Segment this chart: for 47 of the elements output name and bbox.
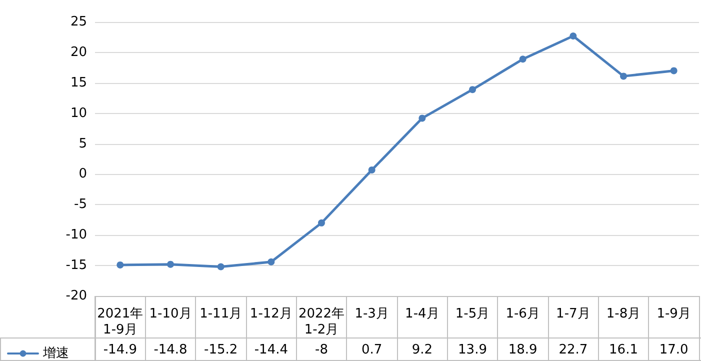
x-tick-label: 1-8月 xyxy=(606,306,641,322)
data-label: 22.7 xyxy=(558,342,588,358)
point xyxy=(318,219,325,226)
data-label: 0.7 xyxy=(361,342,382,358)
y-tick-label: 20 xyxy=(70,44,87,60)
data-label: 18.9 xyxy=(508,342,538,358)
data-label: -14.9 xyxy=(103,342,137,358)
point xyxy=(217,263,224,270)
point xyxy=(418,114,426,122)
legend-label: 增速 xyxy=(42,346,69,361)
x-tick-label: 1-12月 xyxy=(250,306,292,322)
x-tick-label: 2022年 1-2月 xyxy=(298,306,345,338)
x-tick-label: 1-9月 xyxy=(656,306,691,322)
point xyxy=(368,166,376,174)
y-tick-label: -20 xyxy=(66,288,87,304)
x-tick-label: 1-4月 xyxy=(405,306,440,322)
point xyxy=(116,261,124,268)
y-tick-label: 10 xyxy=(70,106,87,121)
data-label: -14.8 xyxy=(154,342,188,358)
data-label: 17.0 xyxy=(659,342,688,358)
point xyxy=(469,86,476,94)
x-tick-label: 1-10月 xyxy=(149,306,192,322)
x-tick-label: 1-7月 xyxy=(556,306,590,322)
point xyxy=(620,72,627,80)
data-label: -14.4 xyxy=(254,342,288,358)
y-tick-label: 0 xyxy=(78,166,87,182)
data-label: -8 xyxy=(315,342,328,358)
x-tick-label: 1-3月 xyxy=(354,306,389,322)
data-label: 13.9 xyxy=(458,342,487,358)
y-tick-label: -15 xyxy=(66,258,87,274)
point xyxy=(268,258,275,266)
x-tick-label: 2021年 1-9月 xyxy=(97,306,144,338)
x-tick-label: 1-6月 xyxy=(506,306,540,322)
y-tick-label: -10 xyxy=(66,228,87,243)
data-label: 9.2 xyxy=(412,342,433,358)
data-label: -15.2 xyxy=(204,342,238,358)
data-label: 16.1 xyxy=(609,342,638,358)
point xyxy=(570,32,577,40)
x-tick-label: 1-11月 xyxy=(200,306,242,322)
y-tick-label: 25 xyxy=(70,14,87,30)
point xyxy=(167,260,174,268)
x-tick-label: 1-5月 xyxy=(455,306,490,322)
point xyxy=(670,67,678,74)
point xyxy=(519,56,526,63)
y-tick-label: 5 xyxy=(78,136,87,152)
y-tick-label: 15 xyxy=(70,75,87,90)
y-tick-label: -5 xyxy=(74,197,87,212)
